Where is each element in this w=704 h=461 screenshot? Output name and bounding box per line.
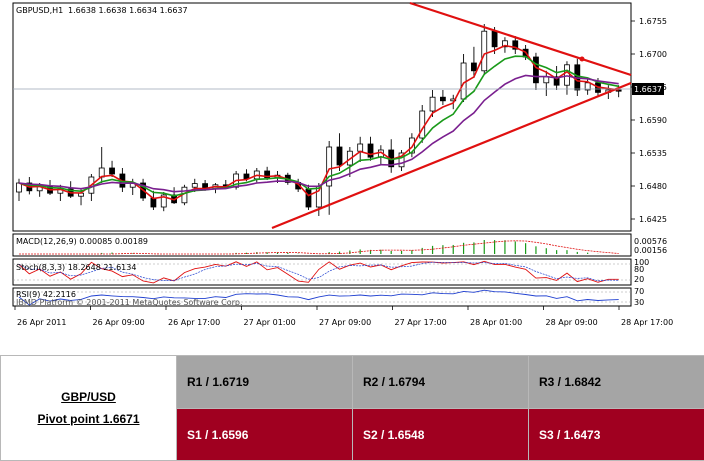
pair-cell: GBP/USD Pivot point 1.6671	[1, 356, 177, 461]
stoch-label: Stoch(8,3,3) 18.2648 21.6134	[16, 263, 136, 272]
x-tick-label: 28 Apr 01:00	[470, 318, 522, 327]
price-chart: GBPUSD,H1 1.6638 1.6638 1.6634 1.6637 1.…	[0, 0, 704, 340]
y-tick-label: 1.6700	[639, 50, 667, 59]
x-tick-label: 27 Apr 01:00	[244, 318, 296, 327]
pair-name: GBP/USD	[1, 386, 176, 408]
watermark: IBMD Platform © 2001-2011 MetaQuotes Sof…	[16, 298, 243, 307]
pivot-point: Pivot point 1.6671	[1, 408, 176, 430]
r2-cell: R2 / 1.6794	[353, 356, 529, 409]
y-tick-label: 1.6535	[639, 149, 667, 158]
rsi-level-30-label: 30	[634, 298, 644, 307]
chart-background	[0, 0, 704, 340]
candle	[482, 24, 487, 75]
macd-scale-top: 0.00576	[634, 237, 667, 246]
stoch-level-20-label: 20	[634, 275, 644, 284]
x-tick-label: 26 Apr 17:00	[168, 318, 220, 327]
y-tick-label: 1.6590	[639, 116, 667, 125]
y-tick-label: 1.6425	[639, 215, 667, 224]
macd-label: MACD(12,26,9) 0.00085 0.00189	[16, 237, 148, 246]
trendline-handle[interactable]	[580, 57, 585, 62]
r3-cell: R3 / 1.6842	[529, 356, 704, 409]
s3-cell: S3 / 1.6473	[529, 409, 704, 461]
macd-scale-bottom: 0.00156	[634, 246, 667, 255]
x-tick-label: 28 Apr 17:00	[621, 318, 673, 327]
r1-cell: R1 / 1.6719	[177, 356, 353, 409]
x-tick-label: 27 Apr 09:00	[319, 318, 371, 327]
y-tick-label: 1.6755	[639, 17, 667, 26]
chart-symbol: GBPUSD,H1	[16, 6, 63, 15]
rsi-level-70-label: 70	[634, 287, 644, 296]
s1-cell: S1 / 1.6596	[177, 409, 353, 461]
x-tick-label: 27 Apr 17:00	[395, 318, 447, 327]
x-tick-label: 26 Apr 09:00	[93, 318, 145, 327]
y-tick-label: 1.6480	[639, 182, 667, 191]
s2-cell: S2 / 1.6548	[353, 409, 529, 461]
stoch-level-80-label: 80	[634, 265, 644, 274]
current-price-label: 1.6637	[634, 85, 662, 94]
chart-ohlc: 1.6638 1.6638 1.6634 1.6637	[68, 6, 188, 15]
x-tick-label: 26 Apr 2011	[17, 318, 66, 327]
x-tick-label: 28 Apr 09:00	[546, 318, 598, 327]
pivot-table: GBP/USD Pivot point 1.6671 R1 / 1.6719 R…	[0, 355, 704, 461]
